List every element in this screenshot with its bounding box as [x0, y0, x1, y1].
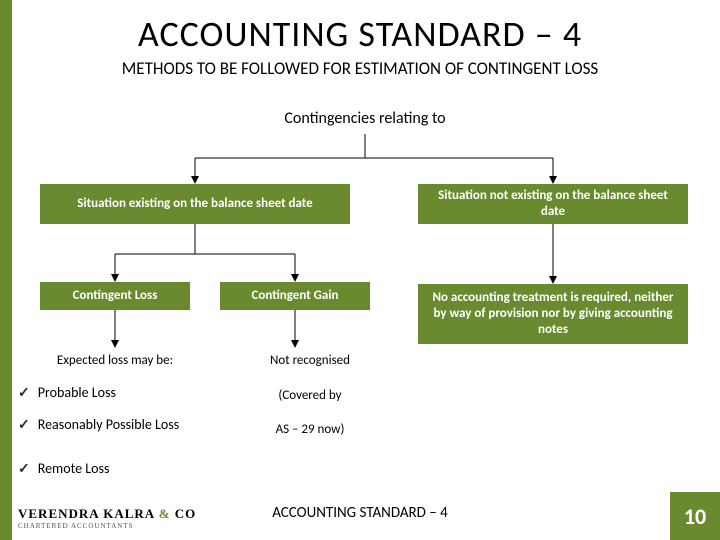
node-no-accounting: No accounting treatment is required, nei…: [418, 284, 688, 344]
node-label: AS – 29 now): [276, 422, 345, 438]
check-label: Probable Loss: [38, 384, 116, 401]
check-item-probable: ✓ Probable Loss: [18, 384, 116, 401]
node-as29: AS – 29 now): [240, 418, 380, 442]
node-label: No accounting treatment is required, nei…: [428, 290, 678, 339]
flow-connectors: [0, 0, 720, 540]
node-situation-not-existing: Situation not existing on the balance sh…: [418, 184, 688, 224]
logo: VERENDRA KALRA & CO CHARTERED ACCOUNTANT…: [18, 506, 196, 530]
logo-text-a: VERENDRA KALRA: [18, 506, 159, 521]
check-label: Reasonably Possible Loss: [38, 416, 179, 434]
node-label: Contingent Loss: [73, 288, 158, 304]
node-covered-by: (Covered by: [240, 384, 380, 408]
node-situation-existing: Situation existing on the balance sheet …: [40, 184, 350, 224]
node-label: Expected loss may be:: [57, 353, 173, 369]
node-label: Contingent Gain: [251, 288, 338, 304]
check-label: Remote Loss: [38, 460, 110, 477]
check-item-reasonably-possible: ✓ Reasonably Possible Loss: [18, 416, 208, 434]
node-root-label: Contingencies relating to: [284, 109, 445, 129]
check-item-remote: ✓ Remote Loss: [18, 460, 110, 477]
page-number-badge: 10: [670, 492, 720, 540]
node-label: (Covered by: [278, 388, 341, 404]
logo-subtext: CHARTERED ACCOUNTANTS: [18, 522, 196, 530]
node-not-recognised: Not recognised: [240, 348, 380, 374]
left-accent-bar: [0, 0, 12, 540]
node-label: Not recognised: [270, 353, 350, 369]
page-number: 10: [684, 503, 706, 530]
check-icon: ✓: [18, 416, 30, 434]
node-contingent-gain: Contingent Gain: [220, 282, 370, 310]
node-root: Contingencies relating to: [255, 104, 475, 134]
logo-text-c: CO: [171, 506, 197, 521]
check-icon: ✓: [18, 384, 30, 401]
logo-amp: &: [159, 506, 171, 521]
node-expected-loss: Expected loss may be:: [30, 348, 200, 374]
page-subtitle: METHODS TO BE FOLLOWED FOR ESTIMATION OF…: [0, 58, 720, 79]
page-title: ACCOUNTING STANDARD – 4: [0, 12, 720, 56]
node-label: Situation not existing on the balance sh…: [428, 188, 678, 221]
node-contingent-loss: Contingent Loss: [40, 282, 190, 310]
node-label: Situation existing on the balance sheet …: [77, 196, 312, 212]
check-icon: ✓: [18, 460, 30, 477]
